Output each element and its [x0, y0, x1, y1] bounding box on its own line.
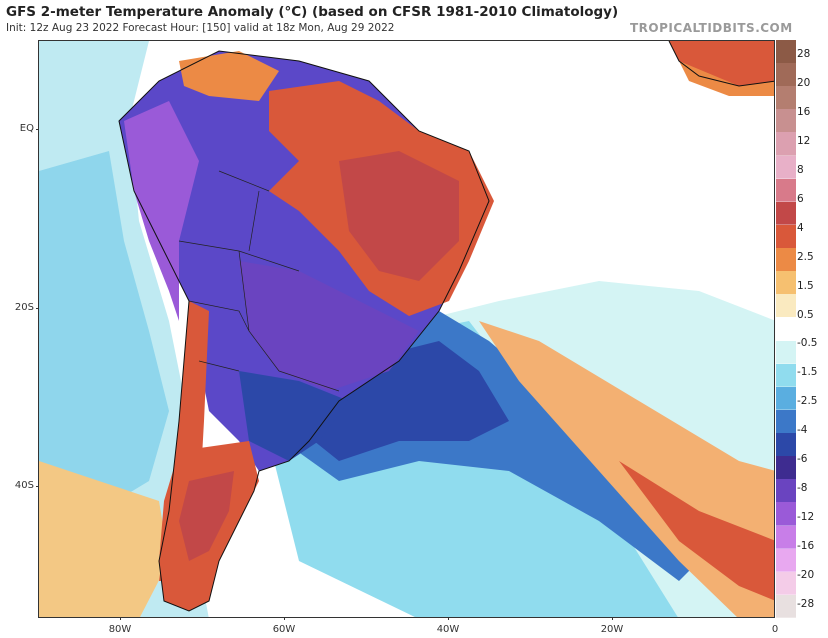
atlantic-hot-band: [619, 461, 774, 601]
colorbar-label: -16: [797, 540, 815, 553]
colorbar-label: 6: [797, 192, 804, 205]
colorbar-label: 12: [797, 134, 811, 147]
colorbar-swatch: [776, 594, 796, 619]
lat-tick-eq: [36, 129, 39, 130]
lon-label-40w: 40W: [436, 624, 460, 635]
map-canvas: [39, 41, 774, 617]
colorbar-swatch: [776, 294, 796, 318]
colorbar-label: -2.5: [797, 395, 818, 408]
colorbar-swatch: [776, 433, 796, 457]
colorbar-swatch: [776, 248, 796, 272]
colorbar-swatch: [776, 155, 796, 180]
atlantic-deep-cold: [289, 341, 509, 461]
colorbar-swatch: [776, 317, 796, 342]
colorbar-swatch: [776, 502, 796, 526]
brand-watermark: TROPICALTIDBITS.COM: [630, 21, 793, 35]
colorbar-label: -0.5: [797, 337, 818, 350]
colorbar-label: -1.5: [797, 366, 818, 379]
colorbar-swatch: [776, 86, 796, 110]
colorbar-label: 20: [797, 76, 811, 89]
south-america-coastline: [118, 50, 490, 612]
colorbar-label: -8: [797, 482, 808, 495]
lon-label-0: 0: [771, 624, 779, 635]
lon-label-20w: 20W: [600, 624, 624, 635]
southern-brazil-cold: [239, 371, 349, 461]
lon-tick-40w: [448, 617, 449, 620]
colorbar-swatch: [776, 132, 796, 157]
lon-tick-80w: [120, 617, 121, 620]
colorbar-swatch: [776, 409, 796, 434]
africa-warm-region: [669, 41, 774, 86]
colorbar-swatch: [776, 109, 796, 133]
chart-title: GFS 2-meter Temperature Anomaly (°C) (ba…: [6, 4, 619, 20]
colorbar-label: 1.5: [797, 279, 814, 292]
colorbar-label: 0.5: [797, 308, 814, 321]
pacific-warm-zone: [39, 461, 169, 617]
colorbar-label: -12: [797, 511, 815, 524]
colorbar: [776, 40, 796, 619]
anomaly-map: [38, 40, 775, 618]
lat-tick-20s: [36, 308, 39, 309]
interior-violet-zone: [239, 261, 419, 391]
colorbar-label: 16: [797, 105, 811, 118]
colorbar-swatch: [776, 63, 796, 87]
colorbar-swatch: [776, 271, 796, 295]
colorbar-swatch: [776, 571, 796, 596]
colorbar-swatch: [776, 548, 796, 573]
lat-label-20s: 20S: [14, 302, 34, 313]
pacific-cyan-zone: [39, 151, 169, 521]
country-borders: [178, 170, 340, 392]
colorbar-label: 2.5: [797, 250, 814, 263]
chart-subtitle: Init: 12z Aug 23 2022 Forecast Hour: [15…: [6, 22, 395, 34]
colorbar-label: 8: [797, 163, 804, 176]
colorbar-swatch: [776, 456, 796, 480]
africa-coastline: [668, 41, 774, 87]
andes-purple-zone: [124, 101, 199, 321]
colorbar-swatch: [776, 224, 796, 249]
africa-coast-warm: [679, 61, 774, 96]
lat-label-eq: EQ: [19, 123, 34, 134]
colorbar-label: -6: [797, 453, 808, 466]
lon-label-80w: 80W: [108, 624, 132, 635]
colorbar-swatch: [776, 479, 796, 503]
patagonia-hot-core: [179, 471, 234, 561]
colorbar-swatch: [776, 386, 796, 411]
colorbar-swatch: [776, 178, 796, 203]
colorbar-label: -28: [797, 598, 815, 610]
lat-label-40s: 40S: [14, 480, 34, 491]
colorbar-label: 4: [797, 221, 804, 234]
brazil-hot-core: [339, 151, 459, 281]
lon-tick-60w: [284, 617, 285, 620]
colorbar-label: -4: [797, 424, 808, 437]
colorbar-swatch: [776, 40, 796, 64]
lon-label-60w: 60W: [272, 624, 296, 635]
colorbar-swatch: [776, 525, 796, 550]
colorbar-label: 28: [797, 48, 811, 60]
lat-tick-40s: [36, 486, 39, 487]
colorbar-swatch: [776, 340, 796, 365]
colorbar-swatch: [776, 363, 796, 388]
lon-tick-20w: [612, 617, 613, 620]
colorbar-label: -20: [797, 569, 815, 582]
venezuela-warm-region: [179, 51, 279, 101]
colorbar-swatch: [776, 201, 796, 226]
